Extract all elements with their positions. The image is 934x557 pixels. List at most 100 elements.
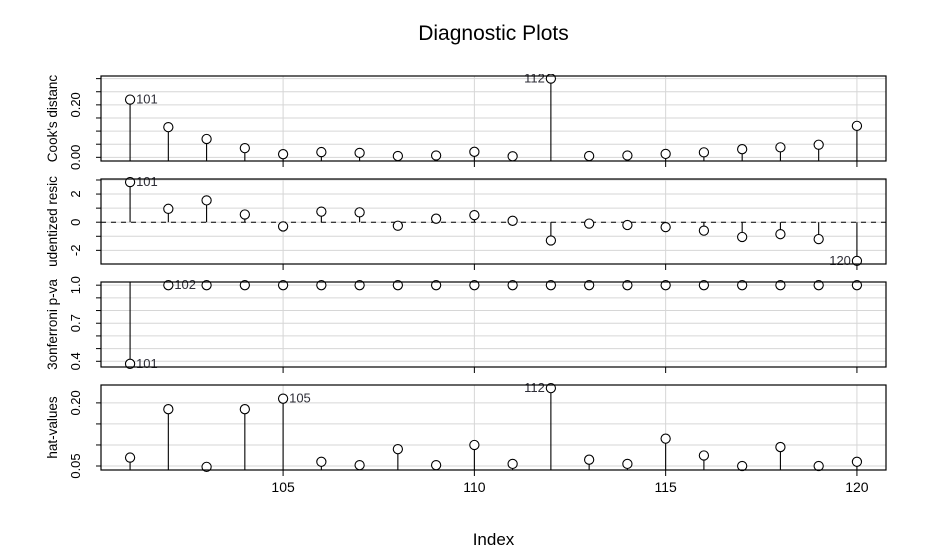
data-point [545,235,557,246]
x-tick-label: 105 [271,479,295,495]
panel-border [100,75,887,162]
data-point [277,221,289,232]
chart-title: Diagnostic Plots [418,22,569,45]
data-point [469,210,480,221]
data-point [277,280,289,291]
data-point [813,460,824,472]
data-point [354,460,365,471]
y-tick-label: 0.20 [68,92,83,117]
y-tick-label: 1.0 [68,276,83,294]
data-point [660,280,671,291]
data-point [851,120,863,131]
point-label: 112 [524,380,545,395]
data-point [392,280,404,291]
data-point [775,280,786,291]
data-point [507,458,518,470]
data-point [239,280,250,291]
panel-studentized-residuals: 101 120 [101,174,886,268]
data-point [201,280,212,291]
data-point [698,225,710,236]
data-point [163,122,174,133]
x-tick-label: 120 [845,479,869,495]
x-tick-label: 110 [463,479,486,495]
data-point [354,207,365,218]
data-point [430,460,442,471]
point-label: 102 [174,277,196,292]
point-label: 101 [136,174,158,189]
data-point [851,280,863,291]
data-point [469,146,480,157]
data-point [392,220,404,231]
point-label: 101 [136,92,158,107]
x-tick-label: 115 [654,479,677,495]
data-point [698,280,710,291]
point-label: 105 [289,391,311,406]
y-tick-label: -2 [68,245,83,257]
data-point [277,393,289,404]
data-point [583,454,595,465]
data-point [813,139,824,150]
point-label: 101 [136,356,158,371]
data-point [469,439,480,451]
panel-border [100,384,887,471]
data-point [622,219,633,231]
data-point [813,233,824,245]
data-point [775,142,786,153]
data-point [660,221,671,233]
data-point [316,456,327,467]
data-point [201,461,212,472]
data-point [813,280,824,291]
data-point [163,404,174,415]
data-point [775,441,786,453]
y-tick-label: 0.20 [68,390,83,415]
data-point [737,460,748,472]
data-point [354,280,365,291]
point-label: 112 [524,71,545,86]
y-tick-label: 0.7 [68,314,83,332]
data-point [124,94,136,105]
data-point [201,133,212,145]
data-point [392,150,404,162]
data-point [239,142,250,154]
y-tick-label: 0.05 [68,453,83,478]
data-point [316,280,327,291]
data-point [201,195,212,206]
data-point [851,456,863,467]
data-point [124,452,136,463]
data-point [507,151,518,162]
data-point [737,280,748,291]
data-point [469,280,480,291]
data-point [698,147,710,158]
panel-border [100,178,887,265]
data-point [430,213,442,224]
y-tick-label: 2 [68,190,83,197]
data-point [392,444,404,455]
data-point [583,218,595,229]
data-point [239,404,250,415]
data-point [354,147,365,159]
data-point [239,209,250,220]
data-point [316,146,327,158]
data-point [316,206,327,217]
y-axis-label-studentized-residuals: udentized resic [45,176,60,267]
y-axis-label-hat-values: hat-values [45,396,60,459]
data-point [583,150,595,162]
data-point [507,280,518,291]
data-point [545,383,557,394]
data-point [660,433,671,444]
data-point [737,144,748,155]
data-point [775,229,786,240]
data-point [583,280,595,291]
data-point [277,149,289,160]
y-axis-label-cooks-distance: Cook's distanc [45,75,60,163]
y-axis-label-bonferroni-p-value: 3onferroni p-va [45,279,60,370]
data-point [430,150,442,161]
data-point [545,280,557,291]
point-label: 120 [829,253,851,268]
panel-cooks-distance: 101 112 [101,71,886,162]
data-point [430,280,442,291]
data-point [622,280,633,291]
data-point [124,358,136,369]
y-tick-label: 0.00 [68,145,83,170]
